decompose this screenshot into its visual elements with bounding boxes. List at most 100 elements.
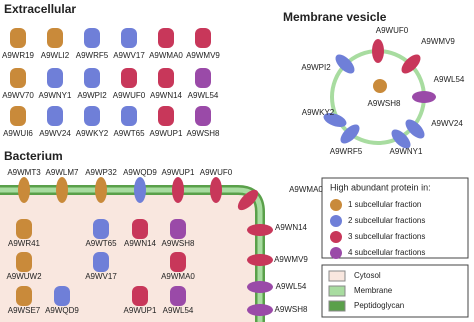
protein-label: A9WNY1 [390, 147, 423, 156]
protein-icon [54, 286, 70, 306]
protein-icon [340, 124, 360, 144]
protein-icon [93, 252, 109, 272]
protein-label: A9WSH8 [275, 305, 308, 314]
protein-label: A9WL54 [163, 306, 194, 315]
protein-icon [84, 28, 100, 48]
protein-icon [170, 252, 186, 272]
protein-icon [210, 177, 222, 203]
protein-label: A9WMV9 [421, 37, 455, 46]
legend-label: Membrane [354, 286, 393, 295]
protein-label: A9WUP1 [150, 129, 183, 138]
protein-icon [10, 106, 26, 126]
protein-label: A9WP32 [85, 168, 117, 177]
protein-label: A9WRF5 [330, 147, 363, 156]
protein-icon [170, 286, 186, 306]
protein-icon [372, 39, 384, 63]
protein-label: A9WR19 [2, 51, 35, 60]
protein-icon [195, 68, 211, 88]
protein-label: A9WKY2 [302, 108, 335, 117]
protein-icon [121, 28, 137, 48]
region-legend-box [321, 264, 469, 318]
protein-icon [247, 224, 273, 236]
protein-label: A9WMA0 [289, 185, 323, 194]
legend-label: 4 subcellular fractions [348, 248, 425, 257]
protein-icon [405, 119, 425, 139]
section-title: Bacterium [4, 149, 63, 163]
legend-swatch [330, 199, 342, 211]
protein-label: A9WNY1 [39, 91, 72, 100]
protein-icon [16, 219, 32, 239]
protein-label: A9WV24 [431, 119, 463, 128]
protein-label: A9WT65 [85, 239, 117, 248]
protein-icon [195, 106, 211, 126]
protein-icon [121, 68, 137, 88]
protein-icon [132, 286, 148, 306]
protein-label: A9WV17 [113, 51, 145, 60]
protein-label: A9WL54 [276, 282, 307, 291]
protein-label: A9WUW2 [6, 272, 42, 281]
legend-label: Peptidoglycan [354, 301, 404, 310]
protein-icon [391, 129, 411, 149]
protein-icon [47, 28, 63, 48]
cytosol-area [0, 192, 258, 322]
protein-label: A9WV17 [85, 272, 117, 281]
legend-label: 3 subcellular fractions [348, 232, 425, 241]
protein-label: A9WSH8 [187, 129, 220, 138]
protein-icon [237, 189, 259, 211]
protein-icon [56, 177, 68, 203]
protein-label: A9WQD9 [123, 168, 157, 177]
protein-label: A9WN14 [150, 91, 183, 100]
protein-icon [47, 106, 63, 126]
protein-label: A9WUF0 [376, 26, 409, 35]
legend-swatch [328, 270, 346, 282]
protein-label: A9WMV9 [186, 51, 220, 60]
legend-swatch [328, 285, 346, 297]
protein-icon [47, 68, 63, 88]
protein-icon [170, 219, 186, 239]
protein-icon [95, 177, 107, 203]
protein-icon [132, 219, 148, 239]
protein-icon [158, 28, 174, 48]
protein-label: A9WSH8 [368, 99, 401, 108]
protein-label: A9WLM7 [46, 168, 79, 177]
legend-swatch [330, 247, 342, 259]
protein-icon [172, 177, 184, 203]
protein-icon [134, 177, 146, 203]
legend-label: 1 subcellular fraction [348, 200, 421, 209]
protein-label: A9WL54 [434, 75, 465, 84]
protein-icon [84, 68, 100, 88]
protein-icon [16, 286, 32, 306]
protein-icon [247, 281, 273, 293]
protein-icon [401, 54, 421, 74]
protein-icon [10, 68, 26, 88]
protein-label: A9WV24 [39, 129, 71, 138]
protein-label: A9WPI2 [77, 91, 107, 100]
protein-icon [93, 219, 109, 239]
legend-swatch [328, 300, 346, 312]
protein-label: A9WT65 [113, 129, 145, 138]
protein-label: A9WMA0 [149, 51, 183, 60]
protein-label: A9WUF0 [200, 168, 233, 177]
protein-icon [195, 28, 211, 48]
protein-icon [158, 106, 174, 126]
section-title: Membrane vesicle [283, 10, 387, 24]
protein-icon [84, 106, 100, 126]
protein-label: A9WL54 [188, 91, 219, 100]
protein-icon [10, 28, 26, 48]
legend-swatch [330, 231, 342, 243]
protein-icon [121, 106, 137, 126]
protein-icon [247, 304, 273, 316]
protein-label: A9WSH8 [162, 239, 195, 248]
protein-label: A9WN14 [124, 239, 157, 248]
protein-label: A9WR41 [8, 239, 41, 248]
protein-icon [335, 54, 355, 74]
protein-icon [373, 79, 387, 93]
protein-icon [323, 113, 347, 127]
protein-label: A9WUP1 [124, 306, 157, 315]
protein-label: A9WRF5 [76, 51, 109, 60]
legend-box [321, 177, 469, 259]
protein-icon [247, 254, 273, 266]
legend-label: Cytosol [354, 271, 381, 280]
protein-label: A9WSE7 [8, 306, 41, 315]
